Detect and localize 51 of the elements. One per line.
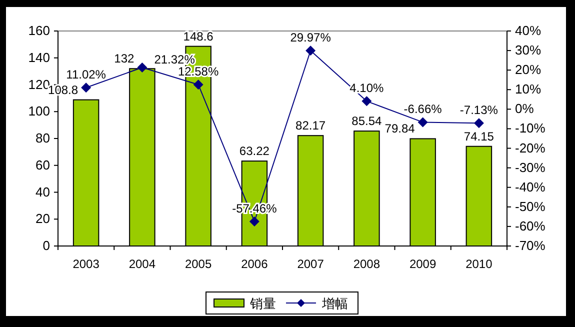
y2-tick-label: -70% <box>515 238 546 253</box>
x-tick-label: 2006 <box>241 257 268 271</box>
x-tick-label: 2007 <box>297 257 324 271</box>
y2-tick-label: -30% <box>515 160 546 175</box>
y-tick-label: 40 <box>36 184 50 200</box>
point <box>81 82 92 93</box>
data-label: 82.17 <box>296 118 326 133</box>
legend-label: 销量 <box>249 296 276 311</box>
y2-tick-label: 0% <box>515 101 534 116</box>
y2-tick-label: 40% <box>515 23 542 38</box>
data-label: -7.13% <box>460 103 498 118</box>
point <box>362 96 372 106</box>
point <box>306 46 316 56</box>
y2-tick-label: -20% <box>515 140 546 156</box>
y2-tick-label: 10% <box>515 82 542 97</box>
y-tick-label: 80 <box>36 130 50 146</box>
point <box>418 117 428 128</box>
data-label: 85.54 <box>352 114 382 128</box>
x-tick-label: 2004 <box>128 257 156 271</box>
point <box>193 80 204 90</box>
y-tick-label: 0 <box>42 238 50 253</box>
data-label: 29.97% <box>290 30 332 45</box>
y-tick-label: 140 <box>28 50 50 65</box>
y2-tick-label: -10% <box>515 120 546 136</box>
data-label: 11.02% <box>66 68 106 82</box>
point <box>249 216 260 226</box>
data-label: 148.6 <box>183 29 214 44</box>
y-tick-label: 160 <box>28 23 50 38</box>
y-tick-label: 120 <box>28 76 50 92</box>
x-tick-label: 2003 <box>72 257 100 271</box>
x-tick-label: 2005 <box>184 257 212 271</box>
data-label: -57.46% <box>232 201 278 216</box>
data-label: 63.22 <box>239 144 270 158</box>
data-label: 132 <box>114 52 135 66</box>
y2-tick-label: -60% <box>515 218 546 234</box>
data-label: 74.15 <box>464 129 494 144</box>
point <box>137 62 148 73</box>
y-tick-label: 60 <box>36 157 50 172</box>
x-tick-label: 2010 <box>466 257 493 271</box>
data-label: 79.84 <box>384 122 416 136</box>
x-tick-label: 2008 <box>353 257 380 271</box>
x-tick-label: 2009 <box>409 257 436 271</box>
y2-tick-label: -40% <box>515 179 546 194</box>
y2-tick-label: -50% <box>515 198 546 214</box>
legend-label: 增幅 <box>321 296 348 311</box>
y2-tick-label: 30% <box>515 42 542 58</box>
y-tick-label: 20 <box>36 211 50 226</box>
y-tick-label: 100 <box>28 104 50 119</box>
point <box>474 118 484 128</box>
y2-tick-label: 20% <box>515 62 542 78</box>
data-label: -6.66% <box>404 102 442 116</box>
